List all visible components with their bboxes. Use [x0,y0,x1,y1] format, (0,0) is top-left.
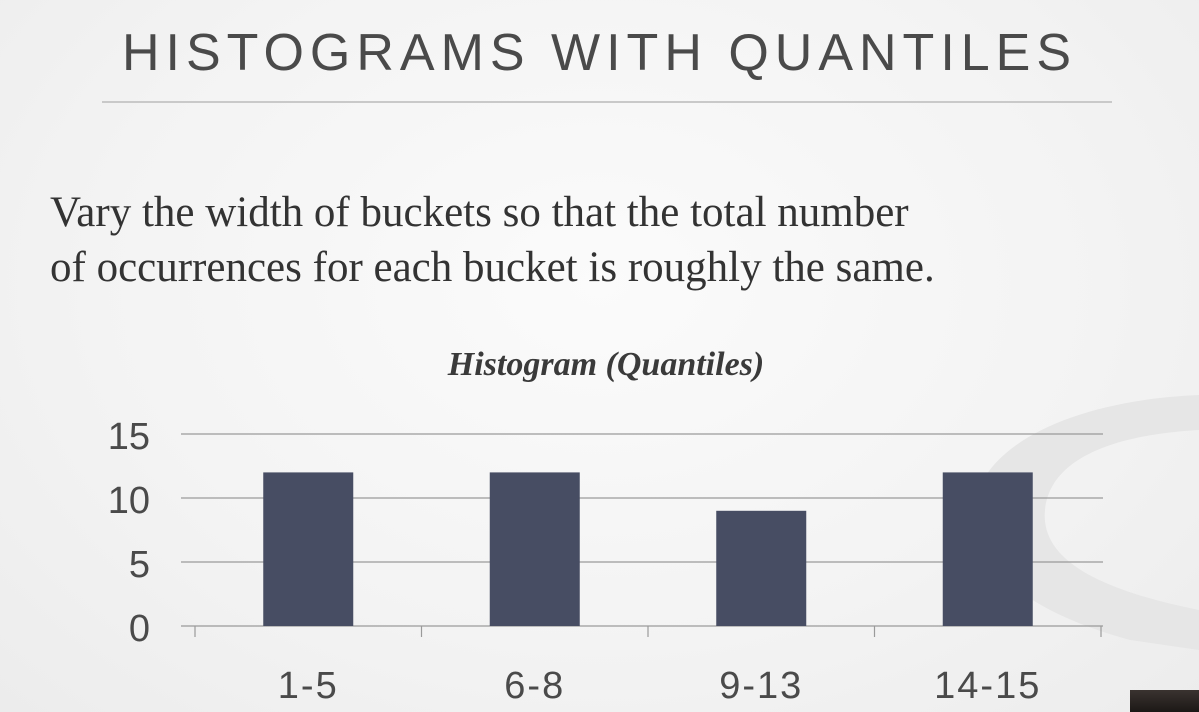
body-line-2: of occurrences for each bucket is roughl… [50,244,935,291]
y-tick-label: 15 [108,416,150,458]
y-tick-labels: 0 5 10 15 [108,416,150,650]
y-tick-label: 0 [129,608,150,650]
x-tick-label: 9-13 [719,665,803,707]
bar-9-13 [716,510,807,626]
y-tick-label: 5 [129,544,150,586]
body-line-1: Vary the width of buckets so that the to… [50,189,909,236]
title-divider [102,101,1112,103]
x-tick-label: 1-5 [278,665,339,707]
webcam-overlay [1130,690,1199,712]
y-tick-label: 10 [108,480,150,522]
x-tick-labels: 1-5 6-8 9-13 14-15 [278,665,1041,707]
slide-title: HISTOGRAMS WITH QUANTILES [121,24,1078,82]
bar-1-5 [263,472,354,626]
bar-6-8 [489,472,580,626]
x-tick-label: 14-15 [934,665,1041,707]
slide-body-text: Vary the width of buckets so that the to… [50,185,1180,295]
chart-title: Histogram (Quantiles) [447,346,764,383]
x-tick-label: 6-8 [504,665,565,707]
bar-14-15 [942,472,1033,626]
bars [263,472,1033,626]
